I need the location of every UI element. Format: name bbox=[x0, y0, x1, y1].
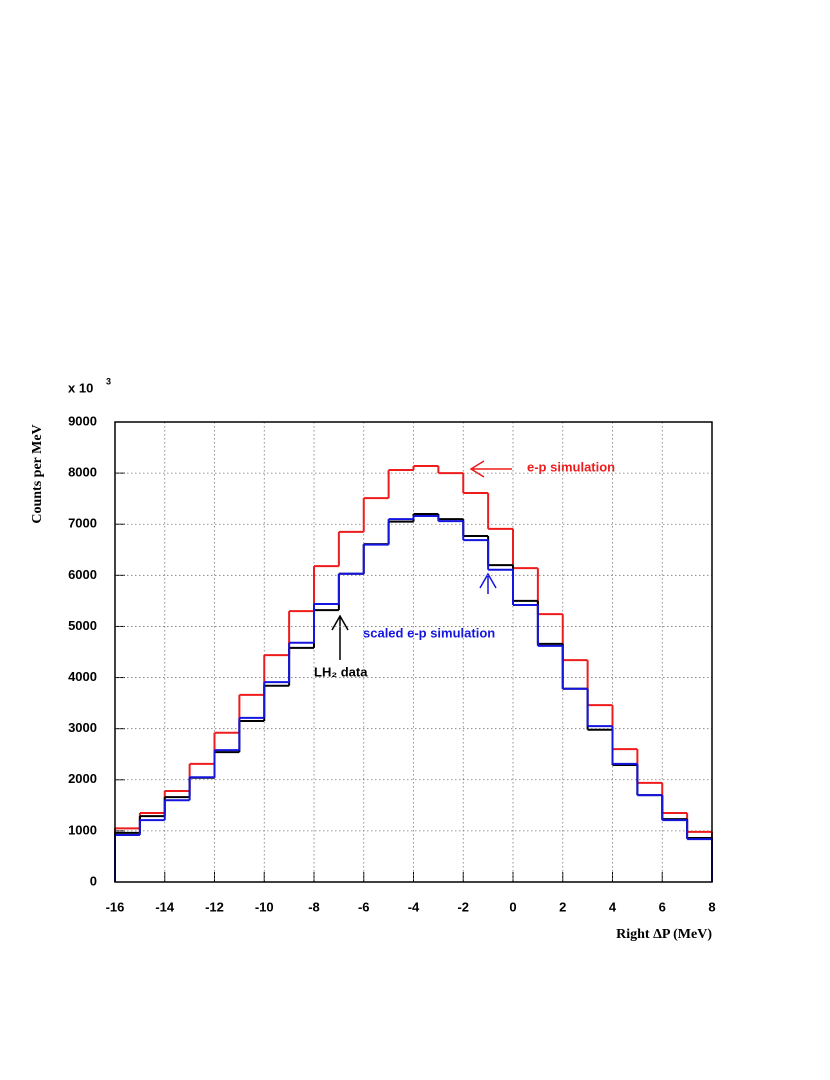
y-tick-label: 2000 bbox=[68, 771, 97, 786]
x-tick-label: -10 bbox=[255, 899, 274, 914]
x-tick-label: 6 bbox=[659, 899, 666, 914]
y-tick-label: 4000 bbox=[68, 669, 97, 684]
x-tick-label: -6 bbox=[358, 899, 370, 914]
x-tick-label: -12 bbox=[205, 899, 224, 914]
y-tick-label: 3000 bbox=[68, 720, 97, 735]
annotation-lh2: LH₂ data bbox=[314, 664, 368, 679]
y-tick-label: 9000 bbox=[68, 413, 97, 428]
x-axis-label: Right ΔP (MeV) bbox=[616, 927, 712, 942]
x-tick-label: -4 bbox=[408, 899, 420, 914]
y-tick-label: 8000 bbox=[68, 465, 97, 480]
y-multiplier: x 10 bbox=[68, 380, 93, 395]
y-tick-label: 0 bbox=[90, 873, 97, 888]
arrow-black bbox=[331, 614, 349, 660]
x-tick-label: 0 bbox=[509, 899, 516, 914]
x-tick-label: -8 bbox=[308, 899, 320, 914]
x-tick-label: 8 bbox=[708, 899, 715, 914]
y-tick-label: 7000 bbox=[68, 516, 97, 531]
x-tick-label: -2 bbox=[457, 899, 469, 914]
arrow-red bbox=[469, 460, 512, 478]
plot-frame bbox=[114, 421, 713, 883]
x-tick-label: 4 bbox=[609, 899, 617, 914]
annotation-scaled: scaled e-p simulation bbox=[363, 625, 495, 640]
x-tick-label: 2 bbox=[559, 899, 566, 914]
x-tick-label: -14 bbox=[155, 899, 175, 914]
y-multiplier-exponent: 3 bbox=[106, 376, 111, 386]
y-tick-label: 5000 bbox=[68, 618, 97, 633]
y-axis-label: Counts per MeV bbox=[30, 424, 45, 523]
annotation-ep: e-p simulation bbox=[527, 459, 615, 474]
y-tick-label: 1000 bbox=[68, 822, 97, 837]
arrow-blue bbox=[479, 572, 497, 594]
annotation-arrows bbox=[331, 460, 512, 660]
x-tick-label: -16 bbox=[106, 899, 125, 914]
y-tick-label: 6000 bbox=[68, 567, 97, 582]
